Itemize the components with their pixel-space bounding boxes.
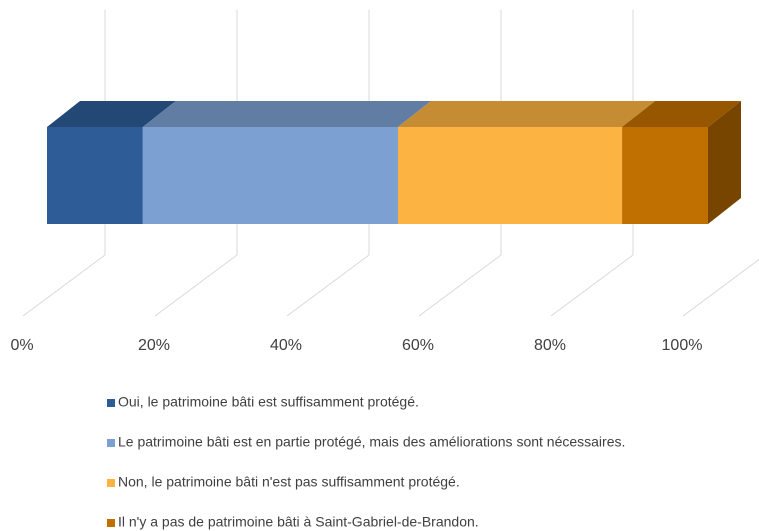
floor-grid-line [154,254,238,317]
bar [397,127,623,224]
x-tick-label: 40% [270,337,302,354]
bar [142,127,398,224]
x-tick-label: 60% [402,337,434,354]
bar-side [708,101,741,224]
floor-grid-line [22,254,106,317]
bar-top [142,101,431,127]
x-tick-label: 0% [10,337,33,354]
legend-swatch [107,519,115,527]
legend-label: Il n'y a pas de patrimoine bâti à Saint-… [118,514,479,530]
bar [622,127,708,224]
x-tick-label: 20% [138,337,170,354]
bar [47,127,143,224]
x-tick-label: 100% [662,337,703,354]
floor-grid-line [418,254,502,317]
bar-top [47,101,176,127]
legend-swatch [107,399,115,407]
floor-grid-line [286,254,370,317]
legend-swatch [107,439,115,447]
legend-label: Non, le patrimoine bâti n'est pas suffis… [118,474,460,490]
legend-label: Oui, le patrimoine bâti est suffisamment… [118,394,419,410]
bar-top [397,101,656,127]
bar-top [622,101,741,127]
floor-grid-line [682,258,759,317]
legend-label: Le patrimoine bâti est en partie protégé… [118,434,625,450]
x-tick-label: 80% [534,337,566,354]
legend-swatch [107,479,115,487]
floor-grid-line [550,254,634,317]
